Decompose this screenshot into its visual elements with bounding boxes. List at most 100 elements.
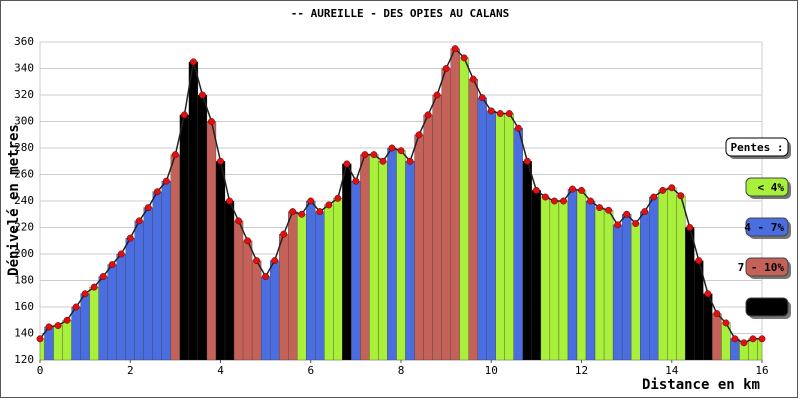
profile-point	[731, 335, 739, 343]
x-tick-label: 2	[127, 364, 134, 377]
profile-point	[388, 144, 396, 152]
legend-swatch	[745, 297, 789, 317]
profile-point	[460, 54, 468, 62]
profile-point	[36, 335, 44, 343]
slope-bar	[603, 210, 614, 361]
slope-bar	[269, 260, 280, 361]
slope-bar	[459, 57, 469, 361]
slope-bar	[170, 154, 181, 361]
profile-point	[343, 160, 351, 168]
slope-bar	[387, 147, 397, 361]
legend-label: 7 - 10%	[738, 261, 785, 274]
slope-bar	[333, 198, 343, 361]
profile-point	[135, 217, 143, 225]
profile-point	[406, 157, 414, 165]
profile-point	[153, 188, 161, 196]
profile-point	[605, 206, 613, 214]
slope-bar	[531, 190, 542, 361]
y-tick-label: 260	[14, 168, 34, 181]
profile-point	[370, 151, 378, 159]
slope-bar	[224, 200, 235, 361]
profile-point	[632, 220, 640, 227]
legend-swatch	[745, 177, 789, 197]
slope-bar	[315, 211, 325, 361]
profile-point	[99, 273, 107, 280]
y-axis-label: Dénivelé en metres	[6, 124, 22, 276]
slope-bar	[522, 161, 533, 361]
profile-point	[126, 234, 134, 242]
slope-bar	[640, 211, 650, 361]
profile-point	[587, 197, 594, 205]
profile-point	[496, 110, 504, 118]
profile-point	[162, 177, 170, 185]
profile-point	[623, 210, 631, 218]
profile-point	[144, 204, 152, 212]
legend-swatch	[745, 257, 789, 277]
slope-bar	[414, 134, 424, 361]
slope-bar	[612, 224, 623, 361]
chart-title: -- AUREILLE - DES OPIES AU CALANS	[291, 7, 510, 20]
slope-bar	[206, 121, 217, 361]
slope-bar	[405, 161, 415, 361]
slope-bar	[53, 325, 63, 361]
y-tick-label: 200	[14, 247, 34, 260]
profile-point	[487, 107, 495, 115]
profile-point	[686, 224, 694, 231]
profile-point	[307, 197, 315, 205]
profile-point	[217, 157, 224, 165]
profile-point	[108, 261, 116, 269]
x-tick-label: 14	[665, 364, 679, 377]
profile-point	[659, 186, 667, 194]
profile-point	[244, 237, 252, 245]
slope-bar	[260, 276, 271, 361]
profile-point	[280, 230, 288, 238]
slope-bar	[116, 253, 126, 361]
y-tick-label: 180	[14, 274, 34, 287]
slope-bar	[369, 154, 379, 361]
profile-point	[90, 283, 98, 291]
slope-bar	[576, 190, 587, 361]
profile-point	[262, 273, 270, 280]
legend-label: > 10%	[751, 301, 784, 314]
profile-point	[171, 151, 179, 159]
x-tick-label: 0	[37, 364, 44, 377]
slope-bar	[549, 200, 560, 361]
slope-bar	[621, 214, 632, 361]
y-tick-label: 320	[14, 88, 34, 101]
profile-point	[578, 186, 585, 194]
profile-point	[289, 208, 297, 216]
profile-point	[72, 303, 80, 311]
slope-bar	[134, 220, 144, 361]
slope-bar	[233, 220, 244, 361]
slope-bar	[80, 293, 90, 361]
legend-swatch	[745, 217, 789, 237]
slope-bar	[288, 211, 298, 361]
profile-point	[505, 110, 513, 118]
x-axis-label: Distance en km	[642, 377, 760, 393]
x-tick-label: 12	[575, 364, 588, 377]
slope-bar	[188, 61, 199, 361]
slope-bar	[396, 150, 406, 361]
profile-point	[478, 94, 486, 102]
y-tick-label: 300	[14, 115, 34, 128]
slope-bar	[71, 306, 81, 361]
y-tick-label: 220	[14, 221, 34, 234]
slope-bar	[667, 187, 677, 361]
x-tick-label: 4	[217, 364, 224, 377]
profile-point	[63, 316, 71, 324]
profile-point	[704, 290, 712, 298]
profile-point	[722, 319, 730, 327]
slope-bar	[676, 195, 686, 361]
profile-point	[180, 111, 188, 119]
slope-bar	[504, 113, 514, 361]
profile-point	[352, 177, 360, 185]
profile-point	[713, 310, 721, 318]
slope-bar	[242, 240, 253, 361]
slope-bar	[703, 293, 713, 361]
slope-bar	[477, 97, 487, 361]
profile-point	[45, 323, 53, 331]
slope-bar	[197, 94, 208, 361]
profile-point	[433, 91, 441, 99]
y-tick-label: 280	[14, 141, 34, 154]
